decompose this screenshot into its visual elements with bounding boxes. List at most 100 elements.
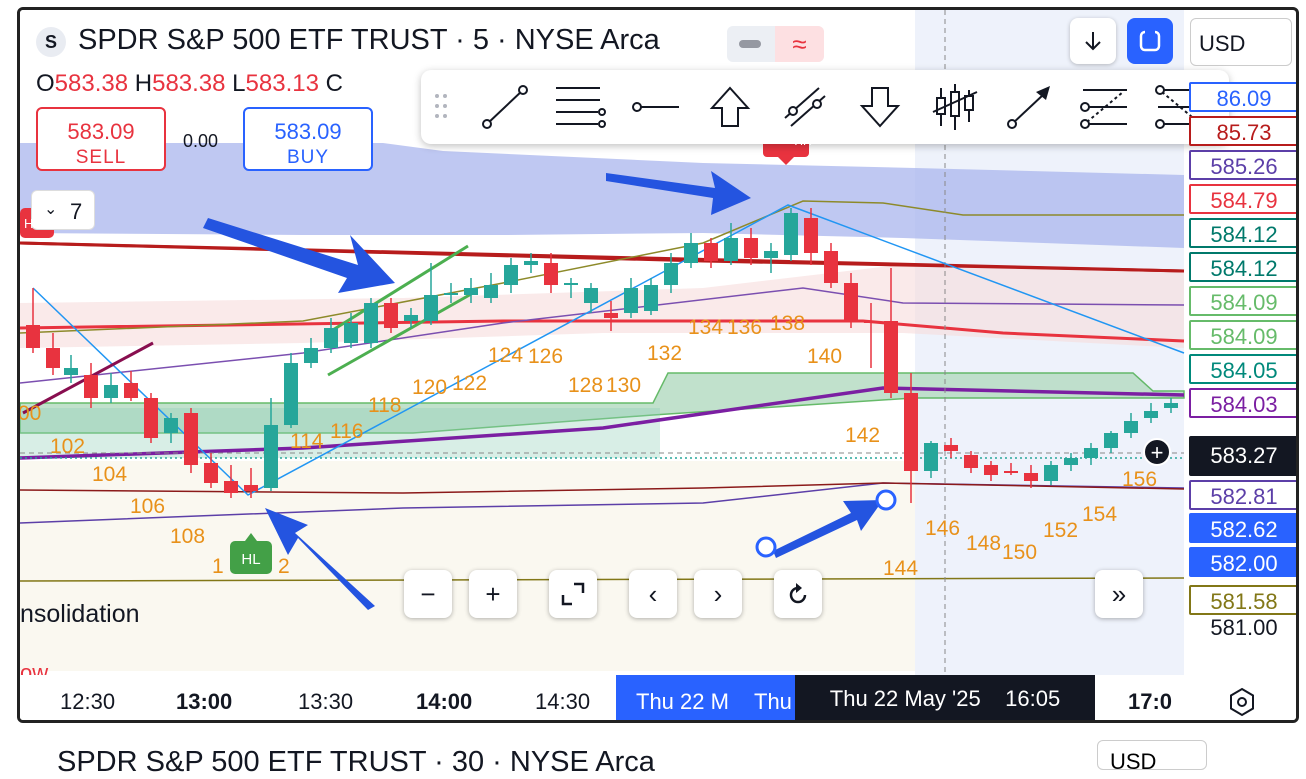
arrow-4 — [773, 500, 883, 558]
price-label: 584.12 — [1189, 252, 1296, 282]
wave-number: 142 — [845, 424, 881, 447]
time-label: 17:0 — [1128, 689, 1173, 714]
candle-body — [524, 261, 538, 265]
candle-body — [744, 238, 758, 258]
fullscreen-toggle-button[interactable] — [1127, 18, 1173, 64]
wave-number: 130 — [606, 374, 642, 397]
trend-line-blue — [32, 204, 1185, 496]
visibility-toggle[interactable]: ≈ — [727, 26, 824, 62]
buy-button[interactable]: 583.09 BUY — [243, 107, 373, 171]
candle-body — [544, 263, 558, 285]
anchor-point-1 — [875, 489, 897, 511]
interval-value: 7 — [70, 199, 83, 224]
candle-body — [64, 368, 78, 375]
hl-badge — [230, 541, 272, 574]
wave-number: 1 — [212, 555, 224, 578]
eye-icon — [739, 40, 761, 48]
candle-body — [164, 418, 178, 433]
wave-number: 116 — [330, 420, 364, 443]
wave-number: 118 — [368, 394, 402, 417]
candle-body — [824, 251, 838, 283]
candle-body — [344, 323, 358, 343]
scroll-right-button[interactable]: › — [694, 570, 742, 618]
time-label: 14:00 — [416, 689, 473, 714]
expand-icon — [561, 582, 585, 606]
wave-number: 114 — [290, 430, 324, 453]
candle-body — [104, 385, 118, 398]
candle-body — [644, 285, 658, 311]
refresh-button[interactable] — [774, 570, 822, 618]
price-axis[interactable]: 86.09 85.73 585.26 584.79 584.12 584.12 584.09… — [1181, 10, 1296, 690]
horizontal-line-icon[interactable] — [629, 82, 681, 132]
price-label: 86.09 — [1189, 82, 1296, 112]
interval-dropdown[interactable]: ⌄ 7 — [31, 190, 95, 230]
candles — [26, 208, 1178, 503]
price-label: 585.26 — [1189, 150, 1296, 180]
symbol-logo: S — [36, 27, 66, 57]
olive-lower-line — [20, 577, 1185, 582]
chart-title: SPDR S&P 500 ETF TRUST · 5 · NYSE Arca — [78, 24, 660, 56]
time-highlight-label-1: Thu 22 M — [636, 689, 729, 714]
candle-body — [284, 363, 298, 425]
hexagon-gear-icon — [1230, 687, 1254, 717]
candle-body — [46, 348, 60, 368]
zoom-out-button[interactable]: − — [404, 570, 452, 618]
candle-body — [1004, 471, 1018, 473]
horizontal-rays-icon[interactable] — [554, 82, 606, 132]
wave-number: 154 — [1082, 503, 1118, 526]
h-badge-label: H — [24, 216, 34, 231]
wave-number: 122 — [452, 372, 488, 395]
wave-icon: ≈ — [775, 26, 824, 62]
download-button[interactable] — [1070, 18, 1116, 64]
zoom-in-button[interactable]: + — [469, 570, 517, 618]
price-label: 85.73 — [1189, 116, 1296, 146]
price-label: 583.27 — [1189, 436, 1296, 476]
rotate-icon — [789, 583, 807, 604]
wave-number: 108 — [170, 525, 206, 548]
parallel-channel-icon[interactable] — [779, 82, 831, 132]
scroll-left-button[interactable]: ‹ — [629, 570, 677, 618]
arrow-1 — [203, 218, 395, 293]
candle-body — [944, 445, 958, 451]
wave-number: 140 — [807, 345, 843, 368]
price-label: 582.00 — [1189, 547, 1296, 577]
candle-body — [244, 485, 258, 491]
arrow-2 — [606, 171, 751, 215]
arrow-line-icon[interactable] — [1004, 82, 1056, 132]
candle-body — [264, 425, 278, 488]
crosshair-time-label: Thu 22 May '25 16:05 — [795, 675, 1095, 720]
fib-retracement-icon[interactable] — [1079, 82, 1131, 132]
chart-settings-button[interactable] — [1225, 685, 1259, 719]
candle-body — [1044, 465, 1058, 481]
arrow-down-icon[interactable] — [854, 82, 906, 132]
arrow-up-icon[interactable] — [704, 82, 756, 132]
channel-line-bottom — [327, 291, 474, 377]
candle-body — [1084, 448, 1098, 458]
candle-body — [204, 463, 218, 483]
arrow-down-small-icon — [1085, 32, 1101, 51]
price-label: 581.58 — [1189, 585, 1296, 615]
time-highlight-range — [616, 675, 816, 720]
wave-number: 132 — [647, 342, 683, 365]
candle-body — [924, 443, 938, 471]
currency-select[interactable]: USD — [1190, 18, 1292, 66]
sell-button[interactable]: 583.09 SELL — [36, 107, 166, 171]
low-value: 583.13 — [245, 70, 319, 97]
reset-scale-button[interactable] — [549, 570, 597, 618]
hl-badge-text: HL — [241, 551, 260, 568]
candle-body — [844, 283, 858, 321]
wave-number: 120 — [412, 376, 448, 399]
scroll-to-realtime-button[interactable]: » — [1095, 570, 1143, 618]
fib-extension-icon[interactable] — [1154, 82, 1206, 132]
price-label: 584.05 — [1189, 354, 1296, 384]
handle-icon[interactable] — [433, 92, 449, 122]
add-alert-button[interactable]: + — [1143, 438, 1171, 466]
second-pane-currency[interactable]: USD — [1097, 740, 1207, 774]
frame-icon — [1139, 30, 1161, 52]
open-value: 583.38 — [54, 70, 129, 97]
anchor-point-2 — [755, 536, 777, 558]
bars-pattern-icon[interactable] — [929, 82, 981, 132]
arrow-3 — [265, 508, 375, 610]
trend-line-icon[interactable] — [479, 82, 531, 132]
time-label: 13:30 — [298, 689, 354, 714]
